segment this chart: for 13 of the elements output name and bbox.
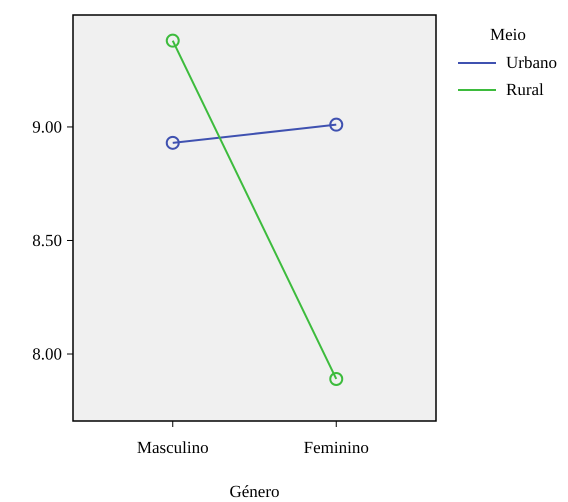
y-tick-label: 8.50 [32, 230, 62, 250]
y-tick-label: 8.00 [32, 344, 62, 364]
x-tick-label: Feminino [304, 438, 369, 458]
x-axis-title: Género [229, 482, 280, 501]
point [329, 372, 344, 386]
legend-label: Urbano [506, 53, 557, 72]
point [166, 136, 180, 150]
legend-title: Meio [490, 25, 526, 44]
legend-label: Rural [506, 80, 544, 99]
x-tick-label: Masculino [136, 438, 209, 458]
y-tick-label: 9.00 [32, 117, 62, 136]
point [329, 118, 344, 132]
point [166, 34, 180, 48]
